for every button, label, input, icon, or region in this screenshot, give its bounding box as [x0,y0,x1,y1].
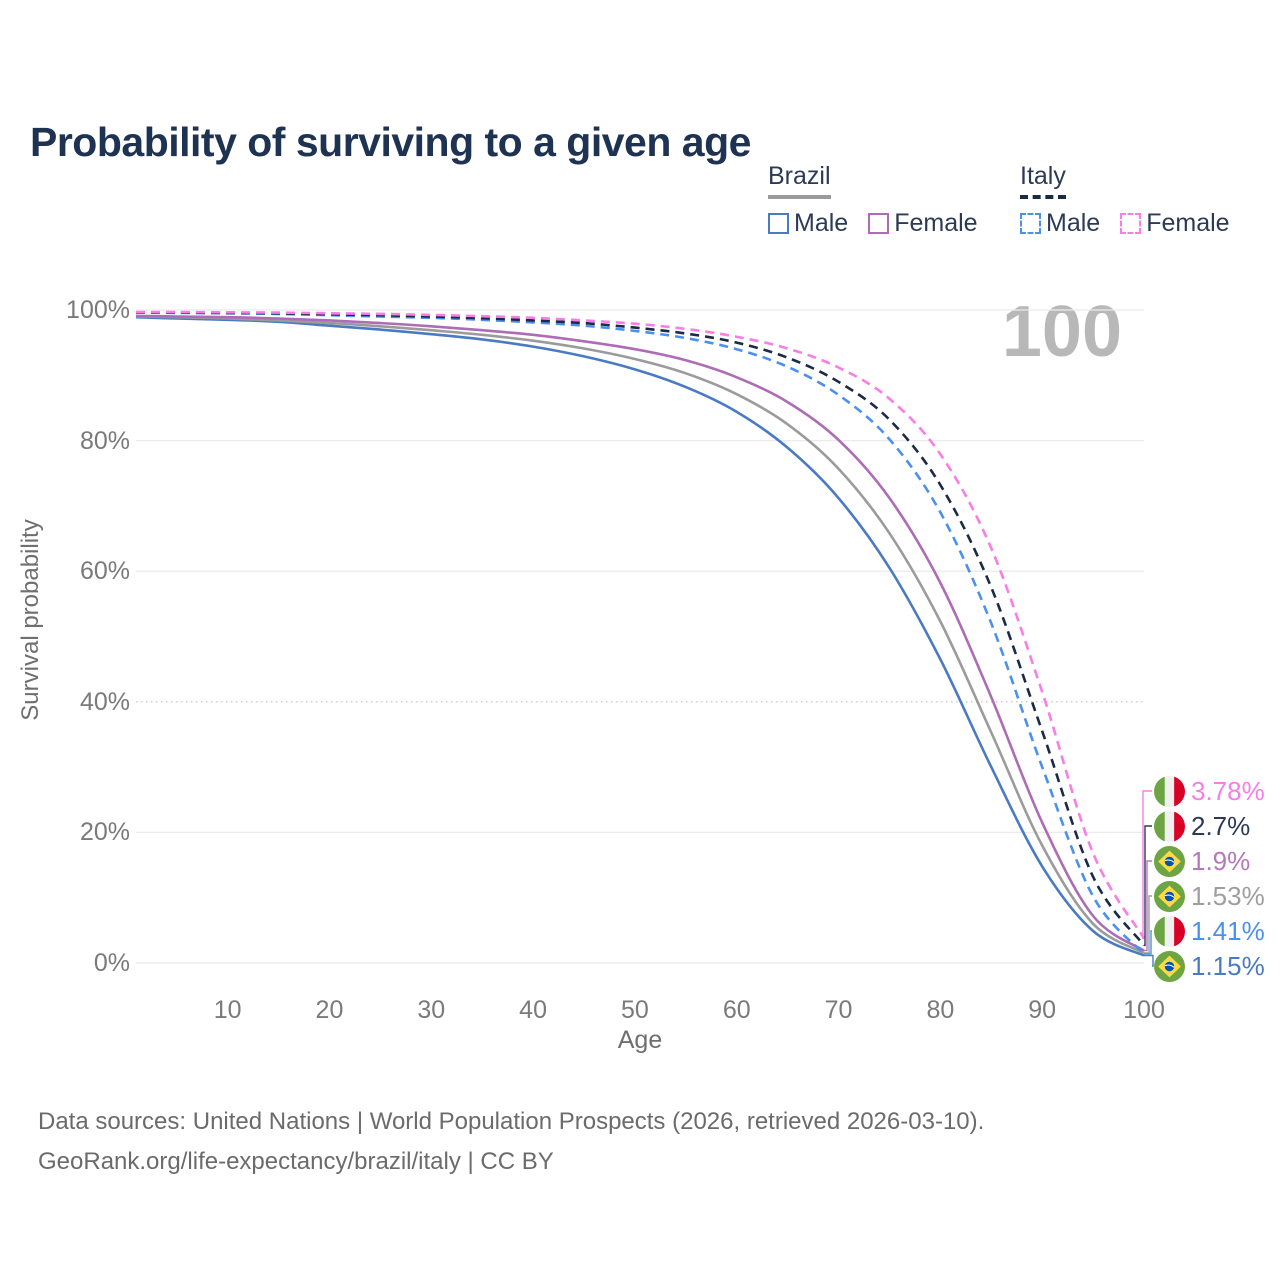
y-tick-label: 0% [93,949,130,977]
hover-value-text: 1.9% [1191,845,1251,876]
legend-label: Female [894,209,978,237]
y-tick-label: 80% [79,426,130,455]
legend-item-italy-male[interactable]: Male [1020,209,1100,238]
series-line-brazil-female[interactable] [135,314,1145,952]
hover-value-brazil-male: 1.15% [1154,949,1265,983]
x-tick-label: 20 [315,996,344,1024]
x-tick-label: 40 [519,996,547,1024]
x-axis-title: Age [617,1026,663,1054]
legend-item-brazil-female[interactable]: Female [868,209,978,238]
hover-value-brazil: 1.53% [1154,879,1265,913]
label-connector [1144,860,1152,952]
series-line-italy-female[interactable] [135,310,1146,939]
legend-label: Female [1146,209,1230,237]
series-line-brazil-male[interactable] [135,315,1145,957]
y-tick-label: 100% [66,296,130,324]
legend-label: Male [1046,209,1101,237]
legend-swatch [868,213,890,234]
legend-country-brazil[interactable]: Brazil [768,162,831,199]
italy-flag-icon [1154,810,1185,842]
legend-country-italy[interactable]: Italy [1020,162,1066,199]
legend-swatch [768,213,789,234]
x-tick-label: 80 [926,996,955,1024]
x-tick-label: 90 [1028,996,1057,1024]
series-line-brazil[interactable] [135,315,1145,955]
x-tick-label: 70 [824,996,853,1024]
hover-value-italy-male: 1.41% [1154,914,1265,948]
x-tick-label: 60 [722,996,751,1024]
hovered-age-watermark: 100 [1001,292,1122,372]
series-line-italy[interactable] [135,311,1146,947]
brazil-flag-icon [1154,880,1185,912]
brazil-flag-icon [1154,950,1185,982]
x-tick-label: 50 [621,996,649,1024]
series-line-italy-male[interactable] [135,311,1145,955]
y-tick-label: 60% [79,557,130,586]
hover-value-text: 1.53% [1191,880,1265,911]
legend-group-brazil: Brazil Male Female [768,162,978,238]
x-tick-label: 10 [213,996,242,1024]
label-connector [1144,825,1152,947]
hover-value-italy: 2.7% [1154,809,1250,843]
hover-value-brazil-female: 1.9% [1154,844,1250,878]
y-tick-label: 40% [79,687,130,716]
label-connector [1142,790,1152,939]
page-title: Probability of surviving to a given age [30,119,751,166]
x-tick-label: 100 [1123,996,1165,1024]
y-axis-title: Survival probability [17,519,44,721]
hover-value-text: 3.78% [1191,775,1265,806]
hover-value-text: 1.41% [1191,915,1265,946]
label-connector [1144,930,1152,955]
x-tick-label: 30 [417,996,446,1024]
footer-sources: Data sources: United Nations | World Pop… [38,1108,985,1135]
hover-value-text: 2.7% [1191,810,1251,841]
legend-swatch [1020,213,1041,234]
hover-value-text: 1.15% [1191,950,1265,981]
legend-swatch [1120,213,1142,234]
brazil-flag-icon [1154,845,1185,877]
italy-flag-icon [1154,775,1185,807]
legend-item-italy-female[interactable]: Female [1120,209,1230,238]
legend-label: Male [794,209,849,237]
footer-attribution: GeoRank.org/life-expectancy/brazil/italy… [38,1148,554,1175]
hover-value-italy-female: 3.78% [1154,774,1265,808]
y-tick-label: 20% [79,818,130,847]
legend-item-brazil-male[interactable]: Male [768,209,848,238]
label-connector [1144,954,1154,967]
legend-group-italy: Italy Male Female [1020,162,1230,238]
label-connector [1144,895,1152,954]
italy-flag-icon [1154,915,1185,947]
